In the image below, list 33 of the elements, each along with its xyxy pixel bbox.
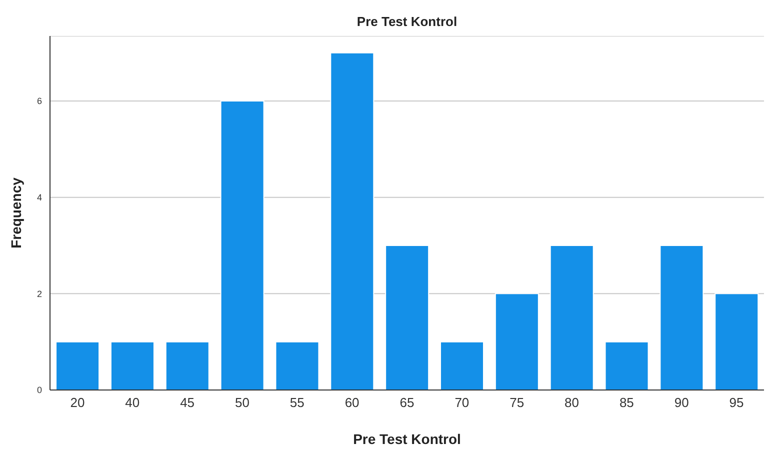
bar (330, 52, 374, 390)
bar (275, 341, 320, 390)
bar (220, 100, 264, 390)
x-tick-label: 95 (729, 395, 744, 410)
x-tick-label: 90 (674, 395, 689, 410)
x-tick-label: 85 (619, 395, 634, 410)
x-tick-label: 45 (180, 395, 195, 410)
x-tick-label: 60 (344, 395, 360, 410)
y-tick-label: 4 (36, 192, 42, 203)
bar (56, 341, 100, 390)
x-tick-label: 70 (454, 395, 470, 410)
bar (714, 293, 759, 390)
bar (660, 245, 704, 390)
bar (385, 245, 430, 390)
y-tick-label: 0 (36, 385, 42, 396)
x-tick-label: 65 (400, 395, 414, 410)
y-axis-title: Frequency (8, 177, 24, 248)
bar (440, 341, 484, 390)
x-tick-label: 75 (510, 395, 524, 410)
bar (165, 341, 210, 390)
chart-title: Pre Test Kontrol (356, 13, 458, 31)
y-tick-label: 6 (36, 96, 42, 106)
x-tick-label: 50 (234, 395, 250, 410)
x-tick-label: 20 (70, 395, 85, 410)
x-tick-label: 40 (125, 395, 140, 410)
bar (494, 293, 539, 390)
x-tick-label: 55 (290, 395, 304, 410)
x-tick-label: 80 (564, 395, 580, 410)
bar (604, 341, 649, 390)
x-axis-title: Pre Test Kontrol (353, 431, 461, 447)
bar (110, 341, 154, 390)
y-tick-label: 2 (36, 288, 42, 299)
bar (550, 245, 594, 390)
